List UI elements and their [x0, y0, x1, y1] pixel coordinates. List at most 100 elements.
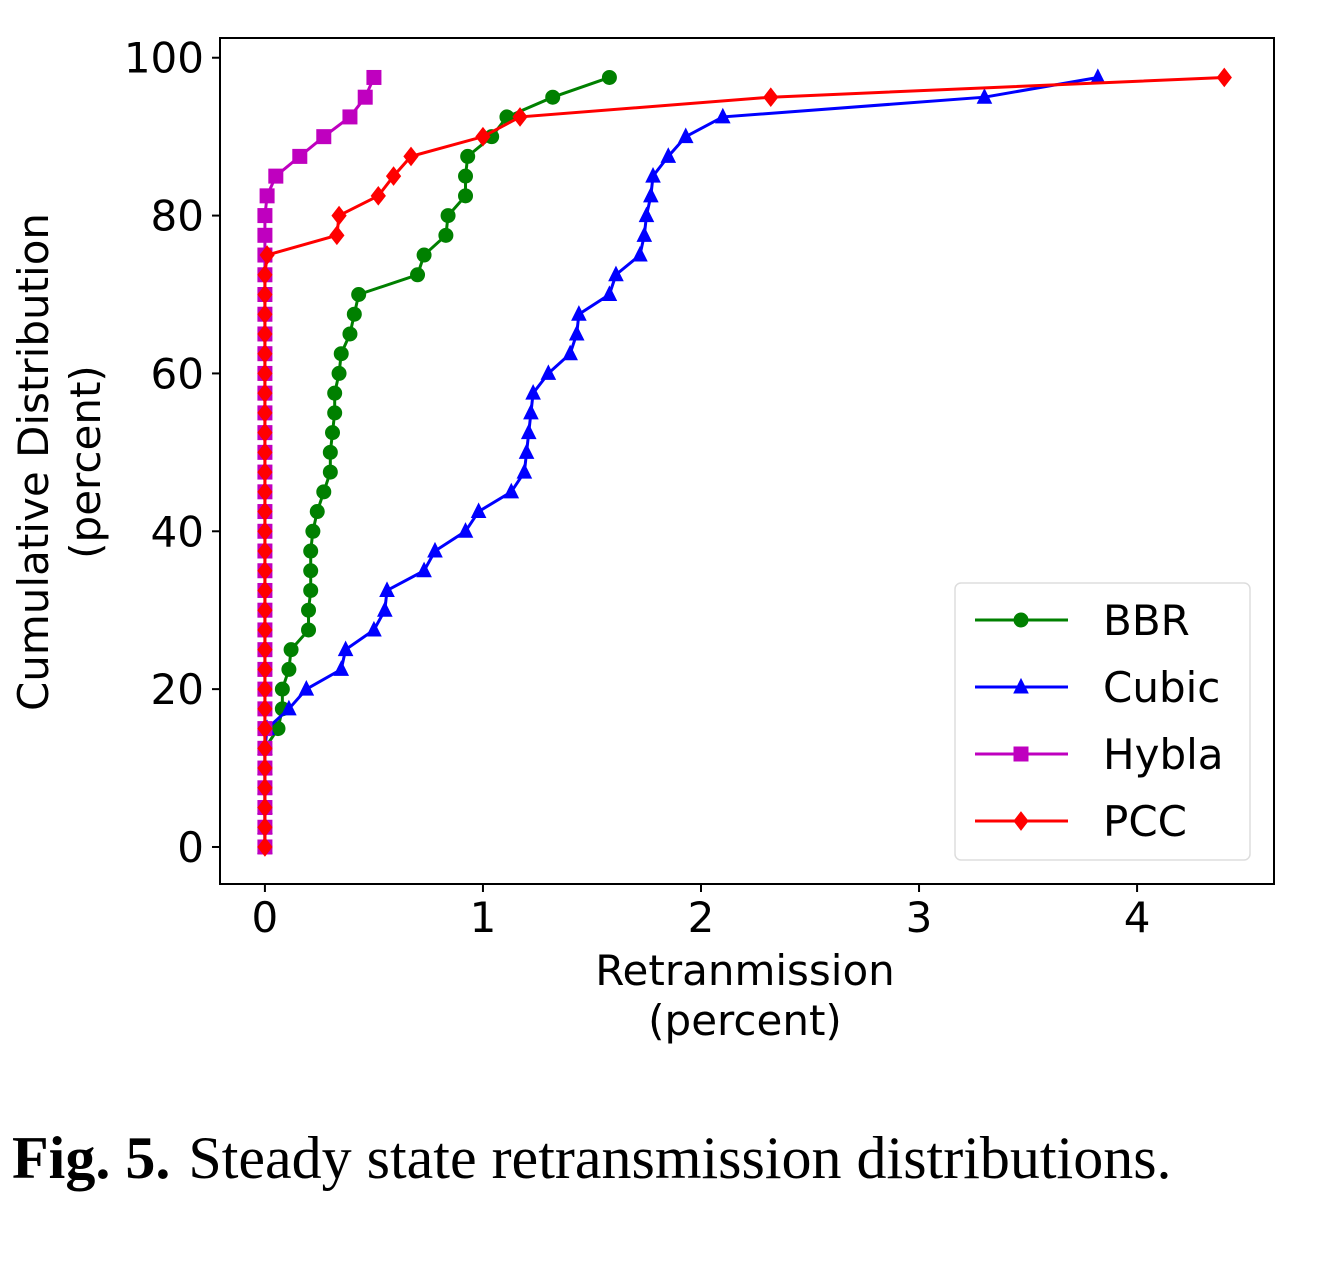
marker — [303, 563, 319, 579]
x-axis-label: Retranmission — [595, 946, 895, 995]
marker — [301, 622, 317, 638]
marker — [257, 442, 273, 463]
marker — [257, 837, 273, 857]
marker — [525, 384, 541, 400]
series-line — [263, 75, 1225, 847]
marker — [366, 620, 382, 637]
marker — [518, 443, 535, 459]
x-tick-label: 4 — [1124, 893, 1151, 942]
marker — [458, 168, 474, 184]
marker — [562, 344, 578, 361]
marker — [632, 245, 648, 262]
marker — [458, 188, 474, 204]
marker — [257, 817, 273, 838]
marker — [976, 88, 993, 104]
legend-label: BBR — [1103, 596, 1190, 645]
y-tick-label: 60 — [151, 349, 204, 398]
x-tick-label: 0 — [252, 893, 279, 942]
marker — [257, 580, 273, 601]
x-tick-label: 3 — [906, 893, 933, 942]
marker — [520, 423, 537, 440]
marker — [305, 523, 321, 539]
marker — [257, 659, 273, 680]
marker — [257, 620, 273, 640]
marker — [316, 484, 332, 500]
marker — [342, 109, 358, 125]
marker — [601, 285, 618, 302]
marker — [645, 167, 661, 183]
marker — [385, 166, 402, 186]
marker — [257, 264, 273, 285]
marker — [545, 89, 561, 105]
marker — [427, 541, 443, 558]
marker — [257, 797, 273, 818]
marker — [568, 324, 585, 341]
marker — [322, 444, 338, 460]
marker — [410, 267, 426, 283]
marker — [257, 482, 273, 502]
marker — [257, 777, 273, 798]
marker — [274, 681, 290, 697]
marker — [301, 602, 317, 618]
marker — [416, 247, 432, 263]
marker — [259, 188, 275, 204]
plot-frame — [219, 37, 1275, 885]
marker — [475, 126, 491, 147]
marker — [292, 148, 308, 164]
marker — [516, 462, 533, 479]
marker — [337, 640, 354, 657]
marker — [370, 186, 386, 206]
marker — [342, 326, 358, 342]
legend-marker — [1013, 677, 1029, 694]
marker — [416, 561, 432, 578]
marker — [257, 699, 273, 719]
caption: Fig. 5. Steady state retransmission distr… — [12, 1118, 1312, 1198]
marker — [457, 522, 474, 538]
marker — [281, 661, 297, 677]
marker — [257, 403, 273, 423]
y-axis-label: Cumulative Distribution — [9, 213, 58, 711]
marker — [257, 679, 273, 699]
marker — [763, 87, 779, 108]
marker — [403, 146, 419, 167]
marker — [571, 305, 587, 321]
marker — [601, 69, 617, 85]
marker — [357, 89, 373, 105]
marker — [257, 383, 273, 403]
marker — [438, 227, 454, 243]
marker — [379, 581, 395, 597]
chart: 0 1 2 3 4020406080100Retranmission(percent)C… — [9, 34, 1275, 1045]
y-tick-label: 100 — [124, 34, 204, 83]
marker — [660, 147, 677, 163]
y-tick-label: 40 — [151, 507, 204, 556]
legend-label: PCC — [1103, 797, 1187, 846]
marker — [346, 306, 362, 322]
marker — [331, 205, 347, 226]
series-line — [263, 76, 610, 847]
y-tick-label: 20 — [151, 665, 204, 714]
legend-marker — [1013, 746, 1029, 762]
marker — [440, 208, 456, 224]
marker — [512, 107, 528, 127]
marker — [351, 287, 367, 303]
marker — [257, 304, 273, 325]
marker — [322, 464, 338, 480]
y-tick-label: 80 — [151, 192, 204, 241]
marker — [257, 718, 273, 739]
marker — [643, 186, 659, 203]
marker — [257, 324, 273, 344]
marker — [523, 403, 539, 420]
marker — [333, 346, 349, 362]
marker — [257, 560, 273, 581]
marker — [257, 284, 273, 305]
marker — [257, 541, 273, 561]
series-line — [263, 75, 1099, 847]
marker — [316, 129, 332, 145]
marker — [257, 343, 273, 364]
marker — [257, 422, 273, 443]
marker — [1216, 67, 1232, 88]
marker — [540, 364, 557, 380]
marker — [636, 226, 653, 242]
caption-label: Fig. 5. — [12, 1125, 171, 1191]
